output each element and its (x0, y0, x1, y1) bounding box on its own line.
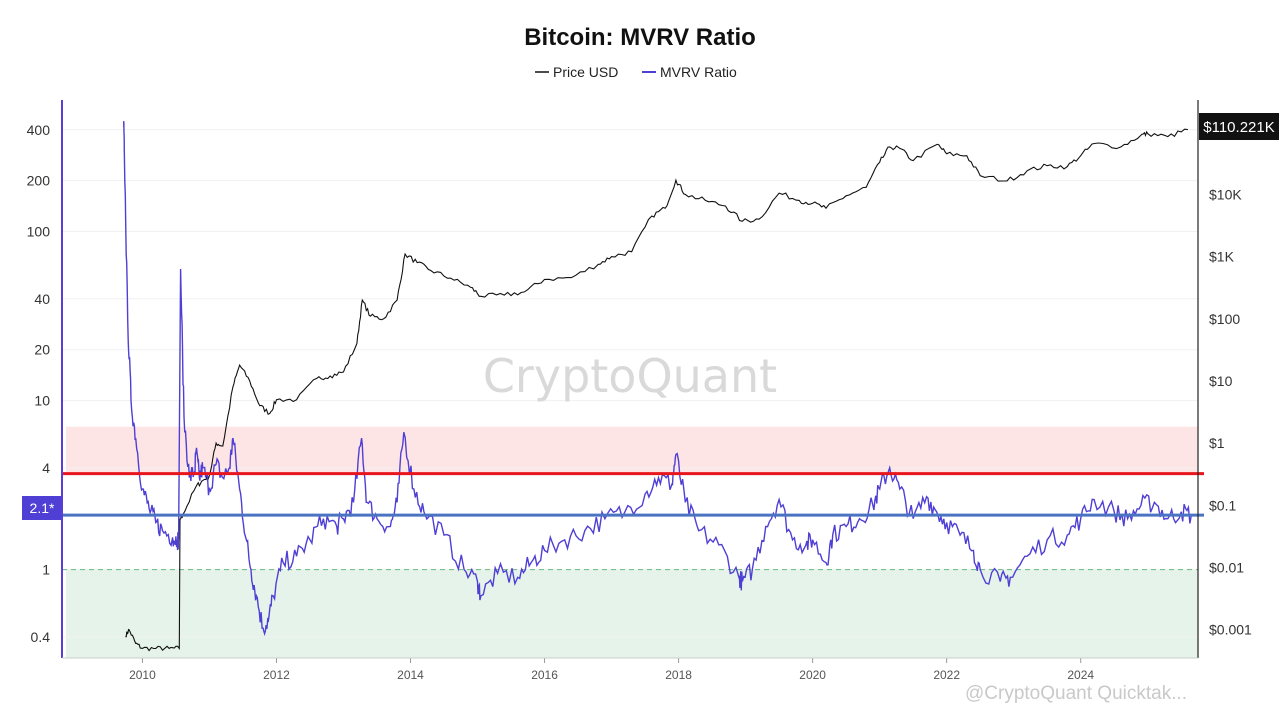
last-mvrv-label: 2.1* (30, 500, 55, 516)
x-tick-label: 2020 (799, 668, 826, 682)
watermark-text: CryptoQuant (483, 349, 777, 403)
left-tick-label: 100 (27, 224, 51, 240)
footer-credit: @CryptoQuant Quicktak... (965, 683, 1187, 704)
right-tick-label: $10K (1209, 186, 1242, 202)
last-price-label: $110.221K (1203, 119, 1274, 136)
left-tick-label: 20 (34, 342, 50, 358)
left-tick-label: 40 (34, 291, 50, 307)
right-tick-label: $1 (1209, 435, 1225, 451)
x-tick-label: 2024 (1067, 668, 1094, 682)
right-axis: $10K $1K $100 $10 $1 $0.1 $0.01 $0.001 (1209, 186, 1252, 637)
x-tick-label: 2014 (397, 668, 424, 682)
chart-title: Bitcoin: MVRV Ratio (524, 24, 756, 51)
left-tick-label: 10 (34, 393, 50, 409)
legend: Price USD MVRV Ratio (535, 64, 737, 80)
left-axis: 400 200 100 40 20 10 4 1 0.4 (27, 122, 51, 645)
right-tick-label: $1K (1209, 249, 1235, 265)
legend-entry-mvrv-ratio[interactable]: MVRV Ratio (660, 64, 737, 80)
right-tick-label: $100 (1209, 311, 1240, 327)
left-tick-label: 400 (27, 122, 51, 138)
right-tick-label: $10 (1209, 373, 1233, 389)
x-tick-label: 2012 (263, 668, 290, 682)
left-tick-label: 1 (42, 562, 50, 578)
left-tick-label: 0.4 (31, 629, 51, 645)
legend-entry-price-usd[interactable]: Price USD (553, 64, 618, 80)
x-axis: 2010 2012 2014 2016 2018 2020 2022 2024 (62, 657, 1198, 682)
x-tick-label: 2022 (933, 668, 960, 682)
x-tick-label: 2010 (129, 668, 156, 682)
right-tick-label: $0.1 (1209, 497, 1236, 513)
series-line-mvrv-ratio (123, 121, 1192, 637)
right-tick-label: $0.001 (1209, 622, 1252, 638)
right-tick-label: $0.01 (1209, 559, 1244, 575)
series-line-price-usd (125, 128, 1188, 652)
overvalued-zone (66, 426, 1198, 474)
x-tick-label: 2018 (665, 668, 692, 682)
x-tick-label: 2016 (531, 668, 558, 682)
last-price-tag (1199, 113, 1279, 140)
undervalued-zone (66, 569, 1198, 658)
last-mvrv-tag (22, 496, 61, 520)
left-tick-label: 4 (42, 460, 50, 476)
left-tick-label: 200 (27, 173, 51, 189)
